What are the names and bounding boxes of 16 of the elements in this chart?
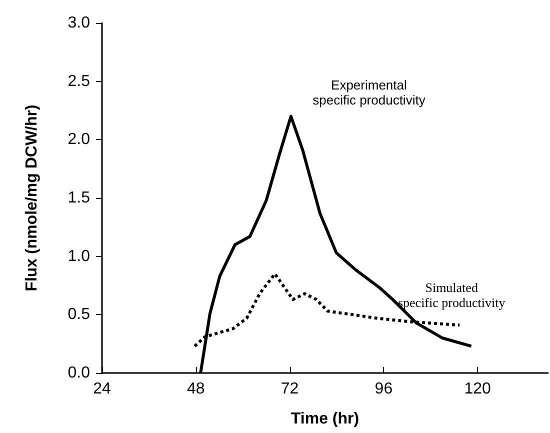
y-tick-label: 2.0 — [68, 131, 90, 148]
y-tick-label: 0.0 — [68, 364, 90, 382]
x-tick-label: 96 — [374, 380, 393, 398]
y-tick-label: 0.5 — [68, 306, 90, 324]
x-tick-label: 120 — [464, 380, 492, 398]
series-label: Simulated specific productivity — [398, 280, 506, 310]
series-label: Experimental specific productivity — [312, 77, 426, 108]
y-tick-label: 1.0 — [68, 248, 90, 265]
x-tick-label: 24 — [93, 380, 111, 398]
y-tick-label: 3.0 — [68, 14, 90, 32]
x-tick-label: 48 — [186, 380, 205, 398]
y-tick-label: 1.5 — [68, 190, 90, 206]
x-axis-title: Time (hr) — [290, 410, 360, 428]
y-tick-label: 2.5 — [68, 72, 90, 90]
y-axis-title: Flux (nmole/mg DCW/hr) — [24, 104, 40, 292]
x-tick-label: 72 — [280, 380, 299, 398]
